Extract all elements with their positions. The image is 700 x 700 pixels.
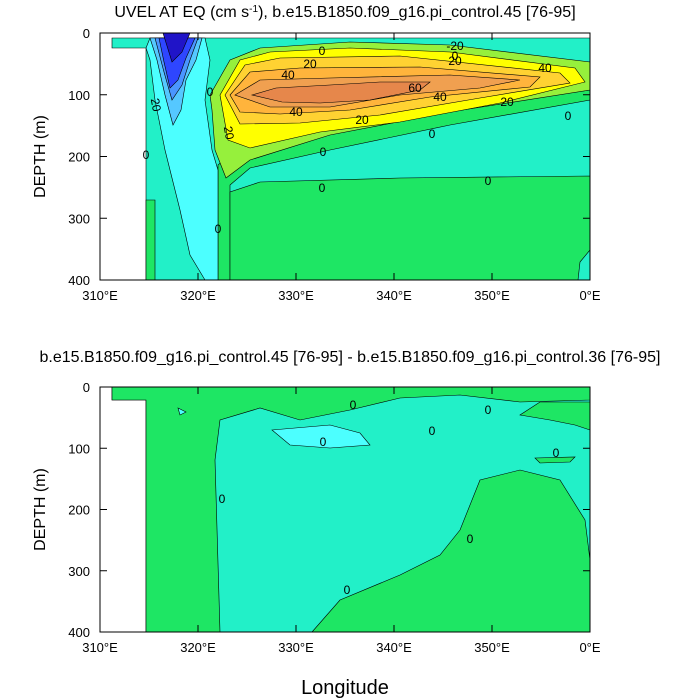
contour-label: 60 [408, 81, 422, 95]
contour-label: 0 [320, 435, 327, 449]
x-tick-label: 350°E [474, 288, 510, 303]
contour-label: 0 [344, 583, 351, 597]
y-tick-label: 400 [68, 273, 90, 288]
y-tick-label: 100 [68, 441, 90, 456]
contour-label: 0 [553, 446, 560, 460]
contour-label: 40 [538, 61, 552, 75]
contour-label: 20 [148, 97, 164, 113]
x-tick-label: 310°E [82, 640, 118, 655]
y-tick-label: 300 [68, 211, 90, 226]
contour-label: 0 [143, 148, 150, 162]
contour-label: 0 [452, 49, 459, 63]
contour-fills [111, 32, 591, 281]
x-tick-label: 0°E [579, 288, 600, 303]
contour-label: 0 [219, 492, 226, 506]
contour-fills [111, 386, 591, 633]
contour-label: 0 [467, 532, 474, 546]
contour-band [177, 407, 187, 416]
x-tick-label: 340°E [376, 288, 412, 303]
contour-label: 40 [289, 105, 303, 119]
y-tick-label: 0 [83, 26, 90, 41]
contour-label: 0 [215, 222, 222, 236]
x-tick-label: 320°E [180, 288, 216, 303]
contour-label: 0 [207, 85, 214, 99]
contour-band [145, 199, 156, 281]
y-axis-label: DEPTH (m) [32, 468, 49, 551]
y-axis-label: DEPTH (m) [32, 115, 49, 198]
contour-label: 0 [485, 174, 492, 188]
contour-band [250, 81, 431, 104]
x-tick-label: 350°E [474, 640, 510, 655]
chart-title-part: ), b.e15.B1850.f09_g16.pi_control.45 [76… [258, 4, 576, 21]
y-tick-label: 0 [83, 380, 90, 395]
chart-title-part: UVEL AT EQ (cm s [114, 4, 249, 21]
contour-label: 40 [433, 90, 447, 104]
contour-label: 0 [320, 145, 327, 159]
contour-label: 0 [319, 181, 326, 195]
contour-band [271, 424, 371, 449]
x-tick-label: 310°E [82, 288, 118, 303]
contour-band [158, 37, 196, 89]
x-tick-label: 0°E [579, 640, 600, 655]
contour-label: 20 [500, 95, 514, 109]
contour-label: -20 [446, 39, 464, 53]
y-tick-label: 300 [68, 564, 90, 579]
y-tick-label: 200 [68, 150, 90, 165]
contour-label: 20 [355, 113, 369, 127]
contour-label: 20 [221, 125, 237, 141]
contour-label: 0 [429, 127, 436, 141]
contour-label: 40 [281, 68, 295, 82]
contour-band [111, 386, 591, 633]
contour-band [534, 456, 576, 464]
chart-title: b.e15.B1850.f09_g16.pi_control.45 [76-95… [40, 349, 661, 366]
y-tick-label: 100 [68, 88, 90, 103]
y-tick-label: 200 [68, 503, 90, 518]
contour-label: 0 [350, 398, 357, 412]
contour-band [229, 175, 591, 281]
x-tick-label: 320°E [180, 640, 216, 655]
contour-label: 0 [565, 109, 572, 123]
contour-label: 20 [448, 54, 462, 68]
contour-label: 0 [319, 44, 326, 58]
contour-label: 20 [303, 57, 317, 71]
x-tick-label: 330°E [278, 640, 314, 655]
x-axis-label: Longitude [301, 677, 389, 699]
x-tick-label: 340°E [376, 640, 412, 655]
y-tick-label: 400 [68, 625, 90, 640]
chart-title-part: -1 [249, 4, 258, 15]
contour-label: 0 [429, 424, 436, 438]
x-tick-label: 330°E [278, 288, 314, 303]
chart-title: UVEL AT EQ (cm s-1), b.e15.B1850.f09_g16… [114, 4, 575, 22]
contour-label: 0 [485, 403, 492, 417]
